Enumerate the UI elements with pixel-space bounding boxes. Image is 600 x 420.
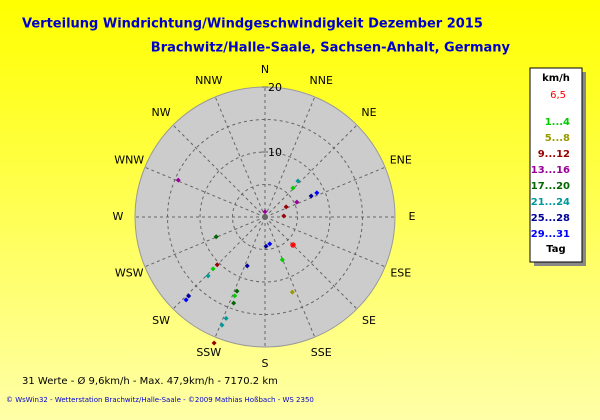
grid-ring <box>232 184 298 250</box>
wind-point <box>295 178 301 184</box>
legend-label: 21...24 <box>531 197 570 208</box>
legend-label: 9...12 <box>538 149 570 160</box>
wind-point <box>210 266 216 272</box>
wind-point <box>213 234 219 240</box>
legend-label: 1...4 <box>545 117 570 128</box>
wind-point <box>219 322 225 328</box>
wind-point <box>186 293 192 299</box>
wind-point <box>290 185 296 191</box>
legend-label: 5...8 <box>545 133 570 144</box>
spoke <box>172 216 266 310</box>
wind-point <box>223 315 229 321</box>
wind-point <box>211 340 217 346</box>
direction-label: ESE <box>390 266 411 279</box>
grid-ring <box>199 151 331 283</box>
wind-point <box>281 213 287 219</box>
legend-title: km/h <box>542 73 570 84</box>
wind-point <box>289 289 295 295</box>
direction-label: E <box>409 210 416 223</box>
wind-point <box>214 262 220 268</box>
wind-point <box>234 288 240 294</box>
direction-label: SE <box>362 314 376 327</box>
r-tick-label: 10 <box>268 146 282 159</box>
wind-point <box>267 241 273 247</box>
direction-label: W <box>113 210 124 223</box>
chart-title: Verteilung Windrichtung/Windgeschwindigk… <box>22 17 483 32</box>
direction-label: NE <box>361 106 376 119</box>
direction-label: SSE <box>311 346 332 359</box>
legend-label: 29...31 <box>531 229 570 240</box>
spoke <box>264 96 316 218</box>
footer: 31 Werte - Ø 9,6km/h - Max. 47,9km/h - 7… <box>22 375 278 387</box>
wind-point <box>283 204 289 210</box>
wind-point <box>294 199 300 205</box>
spoke <box>264 216 358 310</box>
wind-point <box>232 293 238 299</box>
legend-label: 17...20 <box>531 181 570 192</box>
spoke <box>264 124 358 218</box>
chart-subtitle: Brachwitz/Halle-Saale, Sachsen-Anhalt, G… <box>151 41 511 56</box>
spoke <box>144 216 266 268</box>
legend-value: 6,5 <box>550 90 566 101</box>
legend-footer: Tag <box>546 244 565 255</box>
resultant-star <box>290 242 297 249</box>
direction-label: SW <box>152 314 170 327</box>
copyright: © WsWin32 - Wetterstation Brachwitz/Hall… <box>6 396 314 404</box>
wind-point <box>175 177 181 183</box>
spoke <box>172 124 266 218</box>
legend-box <box>529 67 583 263</box>
direction-label: WNW <box>114 154 144 167</box>
wind-point <box>231 300 237 306</box>
legend-label: 13...16 <box>531 165 570 176</box>
legend-label: 25...28 <box>531 213 570 224</box>
grid-ring <box>167 119 363 315</box>
direction-label: SSW <box>196 346 221 359</box>
wind-point <box>308 193 314 199</box>
wind-point <box>205 273 211 279</box>
r-tick-label: 20 <box>268 81 282 94</box>
spoke <box>214 216 266 338</box>
direction-label: WSW <box>115 266 144 279</box>
spoke <box>264 216 386 268</box>
direction-label: S <box>262 357 269 370</box>
direction-label: NW <box>152 106 171 119</box>
wind-point <box>279 257 285 263</box>
spoke <box>264 166 386 218</box>
spoke <box>144 166 266 218</box>
direction-label: NNE <box>310 74 333 87</box>
direction-label: N <box>261 63 269 76</box>
direction-label: ENE <box>390 154 412 167</box>
wind-point <box>263 243 269 249</box>
spoke <box>214 96 266 218</box>
spoke <box>264 216 316 338</box>
wind-point <box>314 190 320 196</box>
direction-label: NNW <box>195 74 222 87</box>
wind-point <box>183 297 189 303</box>
wind-point <box>244 263 250 269</box>
wind-point <box>262 209 268 215</box>
